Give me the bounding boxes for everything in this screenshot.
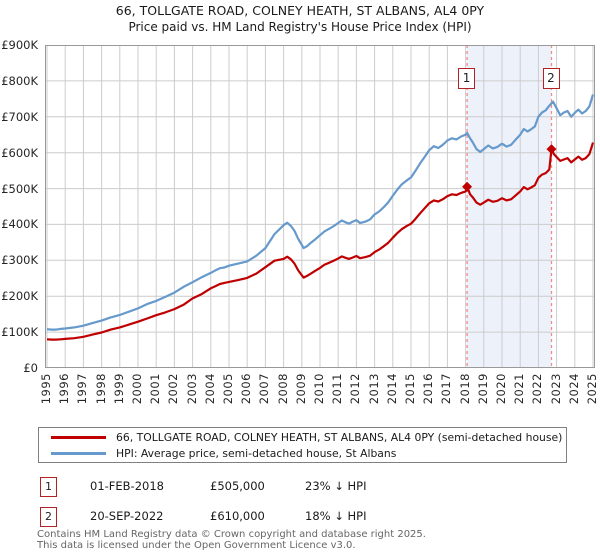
x-tick-label: 2008 [275,373,290,405]
plot-border [45,45,595,368]
x-tick-label: 2023 [548,373,563,405]
x-tick-label: 2001 [148,373,163,405]
transaction-2-hpi-diff: 18% ↓ HPI [305,509,367,523]
y-tick-label: £0 [23,361,38,375]
y-tick-label: £200K [1,289,38,304]
hpi-line-swatch [51,451,106,455]
x-tick-label: 2009 [293,373,308,405]
x-tick-label: 2022 [530,373,545,405]
transaction-1-price: £505,000 [210,479,265,493]
x-tick-label: 1996 [57,373,72,405]
x-tick-label: 2011 [330,373,345,405]
hpi-line [46,94,595,331]
transaction-row-1: 1 01-FEB-2018 £505,000 23% ↓ HPI [40,477,580,499]
transaction-1-hpi-diff: 23% ↓ HPI [305,479,367,493]
x-tick-label: 2007 [257,373,272,405]
x-tick-label: 2015 [403,373,417,405]
x-tick-label: 1998 [93,373,108,405]
transaction-1-date: 01-FEB-2018 [90,479,164,493]
x-axis-tick-labels: 1995 1996 1997 1998 1999 2000 2001 2002 2003 2004… [39,371,599,421]
x-tick-label: 2002 [166,373,181,405]
x-tick-label: 2005 [221,373,235,405]
transaction-2-date: 20-SEP-2022 [90,509,164,523]
transaction-2-badge: 2 [40,507,57,527]
x-tick-label: 2025 [585,373,599,405]
price-paid-line [46,142,595,341]
page-title: 66, TOLLGATE ROAD, COLNEY HEATH, ST ALBA… [115,3,485,18]
license-footer: Contains HM Land Registry data © Crown c… [37,529,597,551]
x-tick-label: 2010 [312,373,326,405]
x-tick-label: 2003 [184,373,199,405]
y-tick-label: £400K [1,217,38,232]
chart-legend: 66, TOLLGATE ROAD, COLNEY HEATH, ST ALBA… [38,427,567,463]
y-tick-label: £600K [1,145,38,160]
x-tick-label: 2017 [439,373,454,405]
transaction-1-badge: 1 [40,477,57,497]
sale-marker-label-2: 2 [542,68,560,89]
x-tick-label: 2019 [475,373,490,405]
y-tick-label: £300K [1,253,38,268]
sale-point-marker [546,144,557,155]
x-tick-label: 2012 [348,373,363,405]
x-tick-label: 2018 [457,373,472,405]
sale-marker-label-1: 1 [458,68,476,89]
y-axis-tick-labels: £900K £800K £700K £600K £500K £400K £300K £200K… [0,39,40,374]
x-tick-label: 1995 [39,373,53,405]
price-paid-line-swatch [51,435,106,439]
x-tick-label: 2013 [366,373,381,405]
y-tick-label: £500K [1,181,38,196]
x-tick-label: 2016 [421,373,436,405]
x-tick-label: 1999 [111,373,126,405]
price-chart [45,45,595,368]
y-tick-label: £700K [1,109,38,124]
page-subtitle: Price paid vs. HM Land Registry's House … [128,20,472,34]
x-tick-label: 2021 [512,373,527,405]
y-tick-label: £100K [1,325,38,340]
legend-label: 66, TOLLGATE ROAD, COLNEY HEATH, ST ALBA… [116,430,563,444]
y-tick-label: £800K [1,73,38,88]
sale-point-marker [462,181,473,192]
legend-item-price-paid: 66, TOLLGATE ROAD, COLNEY HEATH, ST ALBA… [39,431,566,444]
footer-line-1: Contains HM Land Registry data © Crown c… [37,529,426,540]
x-tick-label: 2024 [566,373,581,405]
x-tick-label: 2006 [239,373,254,405]
x-tick-label: 1997 [75,373,90,405]
x-tick-label: 2020 [494,373,508,405]
x-tick-label: 2004 [202,373,217,405]
y-tick-label: £900K [1,38,38,52]
transaction-row-2: 2 20-SEP-2022 £610,000 18% ↓ HPI [40,507,580,529]
legend-item-hpi: HPI: Average price, semi-detached house,… [39,447,566,460]
transaction-2-price: £610,000 [210,509,265,523]
ownership-period-shading [467,45,552,368]
x-tick-label: 2000 [130,373,144,405]
x-tick-label: 2014 [384,373,399,405]
footer-line-2: This data is licensed under the Open Gov… [37,540,356,551]
legend-label: HPI: Average price, semi-detached house,… [116,446,397,460]
